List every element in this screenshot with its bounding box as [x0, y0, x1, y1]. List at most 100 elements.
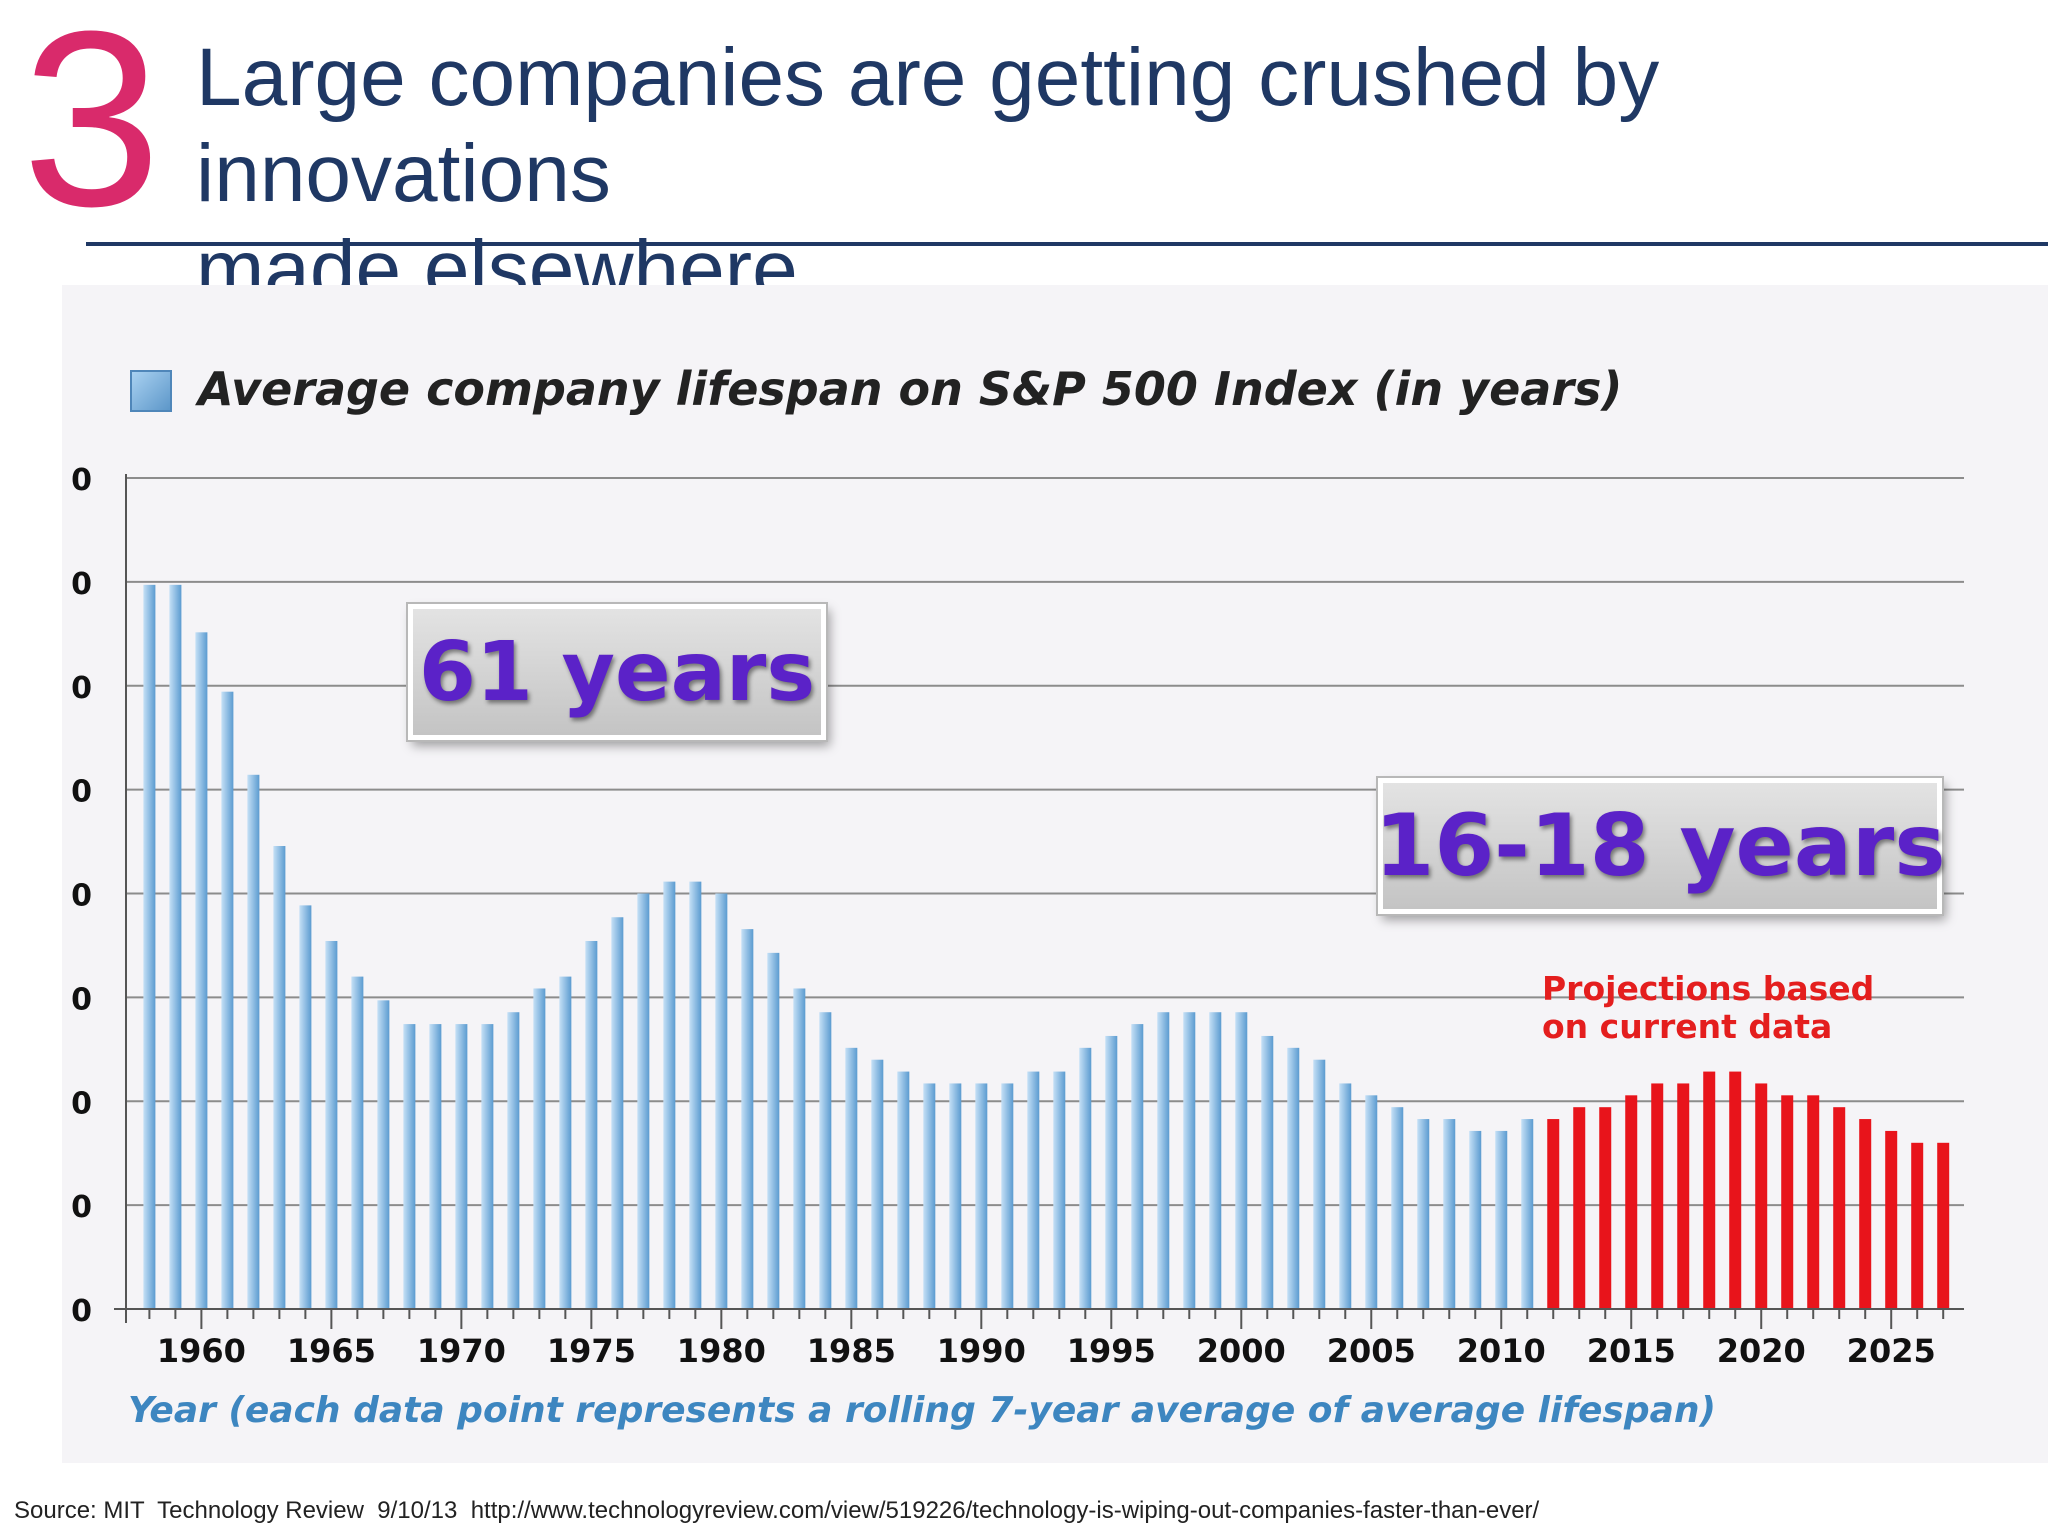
historical-bar: [1209, 1012, 1222, 1309]
projection-bar: [1885, 1130, 1898, 1309]
legend-label: Average company lifespan on S&P 500 Inde…: [198, 362, 1623, 416]
historical-bar: [1443, 1119, 1456, 1309]
projection-bar: [1807, 1095, 1820, 1309]
y-tick-label: 0: [71, 879, 92, 914]
historical-bar: [871, 1059, 884, 1309]
historical-bar: [637, 893, 650, 1309]
x-tick-label: 1990: [937, 1332, 1026, 1370]
historical-bar: [559, 976, 572, 1309]
historical-bar: [741, 929, 754, 1309]
bars: [143, 584, 1950, 1309]
historical-bar: [1235, 1012, 1248, 1309]
projection-bar: [1755, 1083, 1768, 1309]
historical-bar: [715, 893, 728, 1309]
historical-bar: [819, 1012, 832, 1309]
historical-bar: [611, 917, 624, 1309]
x-tick-label: 1970: [417, 1332, 506, 1370]
projection-bar: [1833, 1107, 1846, 1309]
x-tick-label: 1995: [1067, 1332, 1156, 1370]
historical-bar: [1079, 1047, 1092, 1309]
historical-bar: [975, 1083, 988, 1309]
historical-bar: [897, 1071, 910, 1309]
projection-bar: [1547, 1119, 1560, 1309]
x-tick-label: 2010: [1457, 1332, 1546, 1370]
projection-bar: [1703, 1071, 1716, 1309]
historical-bar: [1183, 1012, 1196, 1309]
historical-bar: [1105, 1035, 1118, 1309]
historical-bar: [689, 881, 702, 1309]
historical-bar: [455, 1024, 468, 1309]
x-tick-label: 1985: [807, 1332, 896, 1370]
x-axis-title: Year (each data point represents a rolli…: [128, 1390, 1717, 1431]
x-tick-label: 1975: [547, 1332, 636, 1370]
projection-note: Projections based on current data: [1542, 969, 1875, 1046]
x-tick-label: 1960: [157, 1332, 246, 1370]
historical-bar: [1131, 1024, 1144, 1309]
legend-swatch: [130, 370, 172, 412]
historical-bar: [533, 988, 546, 1309]
y-tick-label: 0: [71, 982, 92, 1017]
historical-bar: [845, 1047, 858, 1309]
axes: [114, 474, 1964, 1329]
title-divider: [86, 242, 2048, 246]
historical-bar: [949, 1083, 962, 1309]
projection-bar: [1573, 1107, 1586, 1309]
callout-61-years: 61 years: [408, 604, 826, 740]
x-tick-label: 2000: [1197, 1332, 1286, 1370]
historical-bar: [585, 940, 598, 1309]
y-tick-label: 0: [71, 1190, 92, 1225]
historical-bar: [325, 940, 338, 1309]
projection-bar: [1859, 1119, 1872, 1309]
slide-title: Large companies are getting crushed by i…: [196, 32, 1660, 315]
projection-bar: [1729, 1071, 1742, 1309]
slide-number: 3: [22, 0, 162, 258]
x-tick-label: 2025: [1847, 1332, 1936, 1370]
x-tick-label: 2020: [1717, 1332, 1806, 1370]
historical-bar: [1053, 1071, 1066, 1309]
x-tick-label: 2015: [1587, 1332, 1676, 1370]
historical-bar: [273, 846, 286, 1309]
x-tick-labels: 1960 1965 1970 1975 1980 1985 1990 1995 2000 2005…: [157, 1332, 1936, 1370]
y-tick-labels: 0 0 0 0 0 0 0 0 0: [71, 463, 92, 1329]
historical-bar: [377, 1000, 390, 1309]
historical-bar: [1469, 1130, 1482, 1309]
historical-bar: [195, 632, 208, 1309]
historical-bar: [1001, 1083, 1014, 1309]
x-tick-label: 1980: [677, 1332, 766, 1370]
historical-bar: [481, 1024, 494, 1309]
x-tick-label: 1965: [287, 1332, 376, 1370]
callout-16-18-years: 16-18 years: [1375, 778, 1946, 914]
historical-bar: [1365, 1095, 1378, 1309]
historical-bar: [507, 1012, 520, 1309]
historical-bar: [1339, 1083, 1352, 1309]
historical-bar: [1287, 1047, 1300, 1309]
historical-bar: [1391, 1107, 1404, 1309]
y-tick-label: 0: [71, 1086, 92, 1121]
source-citation: Source: MIT Technology Review 9/10/13 ht…: [14, 1497, 1540, 1524]
y-tick-label: 0: [71, 671, 92, 706]
historical-bar: [429, 1024, 442, 1309]
y-tick-label: 0: [71, 1294, 92, 1329]
historical-bar: [1027, 1071, 1040, 1309]
projection-bar: [1599, 1107, 1612, 1309]
projection-bar: [1677, 1083, 1690, 1309]
historical-bar: [221, 691, 234, 1309]
historical-bar: [767, 952, 780, 1309]
y-tick-label: 0: [71, 567, 92, 602]
projection-bar: [1781, 1095, 1794, 1309]
historical-bar: [299, 905, 312, 1309]
historical-bar: [923, 1083, 936, 1309]
historical-bar: [247, 774, 260, 1309]
historical-bar: [1157, 1012, 1170, 1309]
projection-bar: [1937, 1142, 1950, 1309]
y-tick-label: 0: [71, 775, 92, 810]
projection-bar: [1651, 1083, 1664, 1309]
y-tick-label: 0: [71, 463, 92, 498]
historical-bar: [1261, 1035, 1274, 1309]
historical-bar: [663, 881, 676, 1309]
historical-bar: [1417, 1119, 1430, 1309]
historical-bar: [169, 584, 182, 1309]
x-tick-label: 2005: [1327, 1332, 1416, 1370]
historical-bar: [403, 1024, 416, 1309]
